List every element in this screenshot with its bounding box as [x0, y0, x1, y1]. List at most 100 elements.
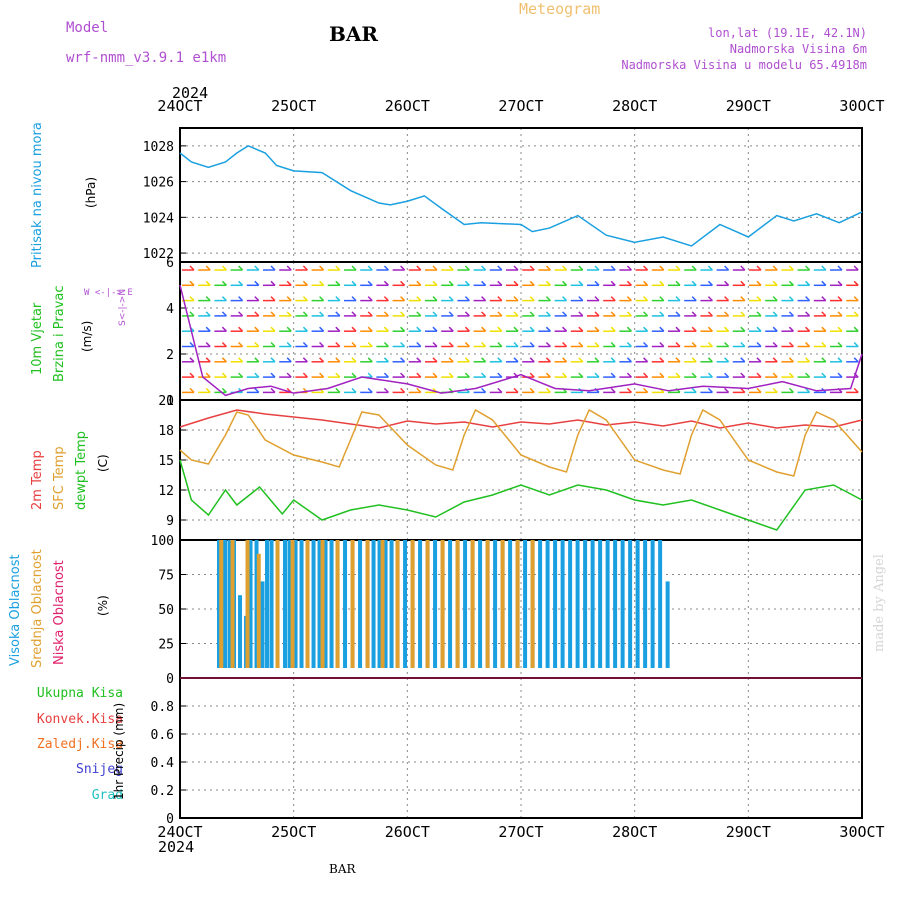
wind-barb-flag — [189, 341, 195, 348]
wind-barb-flag — [351, 357, 357, 363]
wind-barb-flag — [448, 372, 454, 378]
wind-barb-flag — [481, 311, 487, 317]
x-tick-label-bottom: 26OCT — [385, 823, 430, 841]
wind-barb-flag — [432, 357, 438, 363]
sfc-temp-line — [179, 408, 863, 477]
wind-barb-flag — [691, 265, 697, 271]
cloud-high-bar — [283, 540, 288, 668]
wind-barb-flag — [254, 265, 260, 271]
cloud-mid-bar — [275, 540, 280, 668]
cloud-mid-bar — [256, 553, 261, 668]
wind-barb-flag — [691, 296, 697, 302]
wind-barb-flag — [626, 372, 632, 378]
cloud-mid-bar — [470, 540, 475, 668]
wind-barb-flag — [481, 265, 487, 271]
cloud-high-bar — [628, 540, 633, 668]
cloud-high-bar — [545, 540, 550, 668]
wind-barb-flag — [335, 296, 341, 302]
y-tick-label: 15 — [158, 454, 174, 469]
meteogram-title: Meteogram — [519, 0, 601, 18]
wind-barb-flag — [221, 326, 227, 332]
wind-barb-flag — [367, 296, 373, 302]
wind-barb-flag — [529, 357, 535, 363]
wind-barb-flag — [691, 326, 697, 332]
legend-frz-rain: Zaledj.Kisa — [36, 737, 123, 752]
wind-barb-flag — [853, 341, 859, 348]
wind-barb-flag — [724, 357, 730, 363]
wind-barb-flag — [367, 387, 373, 393]
cloud-mid-bar — [425, 540, 430, 668]
wind-barb-flag — [254, 341, 260, 348]
y-tick-label: 0.4 — [151, 756, 175, 771]
wind-barb-flag — [788, 372, 794, 378]
cloud-mid-bar — [365, 540, 370, 668]
wind-barb-flag — [837, 296, 843, 302]
wind-barb-flag — [383, 372, 389, 378]
cloud-high-bar — [377, 540, 382, 668]
wind-barb-flag — [513, 326, 519, 332]
wind-barb-flag — [416, 372, 422, 378]
wind-barb-flag — [821, 326, 827, 332]
wind-barb-flag — [529, 280, 535, 286]
wind-barb-flag — [756, 387, 762, 393]
wind-barb-flag — [286, 265, 292, 271]
wind-barb-flag — [675, 357, 681, 363]
wind-barb-flag — [788, 326, 794, 332]
cloud-high-bar — [598, 540, 603, 668]
y-tick-label: 0 — [166, 394, 174, 409]
wind-barb-flag — [189, 387, 195, 393]
wind-barb-flag — [432, 311, 438, 317]
cloud-mid-bar — [455, 540, 460, 668]
wind-barb-flag — [383, 280, 389, 286]
wind-barb-flag — [675, 265, 681, 271]
wind-barb-flag — [529, 341, 535, 348]
cloud-mid-bar — [350, 540, 355, 668]
wind-barb-flag — [481, 387, 487, 393]
wind-barb-flag — [416, 326, 422, 332]
wind-barb-flag — [821, 357, 827, 363]
cloud-high-bar — [493, 540, 498, 668]
x-tick-label-bottom: 27OCT — [498, 823, 543, 841]
wind-barb-flag — [286, 280, 292, 286]
wind-barb-flag — [205, 311, 211, 317]
wind-barb-flag — [302, 357, 308, 363]
wind-barb-flag — [821, 341, 827, 348]
cloud-high-bar — [463, 540, 468, 668]
wind-barb-flag — [529, 265, 535, 271]
cloud-high-bar — [658, 540, 663, 668]
cloud-high-bar — [620, 540, 625, 668]
elevation-label: Nadmorska Visina 6m — [729, 42, 867, 56]
wind-barb-flag — [805, 326, 811, 332]
wind-barb-flag — [205, 326, 211, 332]
wind-barb-flag — [691, 387, 697, 393]
wind-barb-flag — [529, 372, 535, 378]
cloud-high-bar — [553, 540, 558, 668]
wind-barb-flag — [610, 387, 616, 393]
wind-barb-flag — [416, 357, 422, 363]
wind-barb-flag — [837, 357, 843, 363]
wind-barb-flag — [351, 296, 357, 302]
wind-barb-flag — [400, 387, 406, 393]
wind-barb-flag — [724, 296, 730, 302]
cloud-high-bar — [650, 540, 655, 668]
y-tick-label: 0.8 — [151, 700, 174, 715]
wind-barb-flag — [659, 296, 665, 302]
wind-barb-flag — [270, 357, 276, 363]
cloud-high-bar — [371, 540, 376, 668]
wind-barb-flag — [594, 372, 600, 378]
wind-barb-flag — [675, 280, 681, 286]
wind-barb-flag — [740, 387, 746, 393]
cloud-high-bar — [389, 540, 394, 668]
wind-barb-flag — [254, 311, 260, 317]
wind-barb-flag — [578, 296, 584, 302]
x-tick-label-bottom: 28OCT — [612, 823, 657, 841]
wind-barb-flag — [821, 372, 827, 378]
wind-barb-flag — [545, 357, 551, 363]
cloud-high-bar — [568, 540, 573, 668]
wind-barb-flag — [383, 265, 389, 271]
wind-barb-flag — [756, 311, 762, 317]
wind-barb-flag — [497, 296, 503, 302]
wind-barb-flag — [383, 387, 389, 393]
wind-barb-flag — [529, 296, 535, 302]
wind-barb-flag — [626, 357, 632, 363]
